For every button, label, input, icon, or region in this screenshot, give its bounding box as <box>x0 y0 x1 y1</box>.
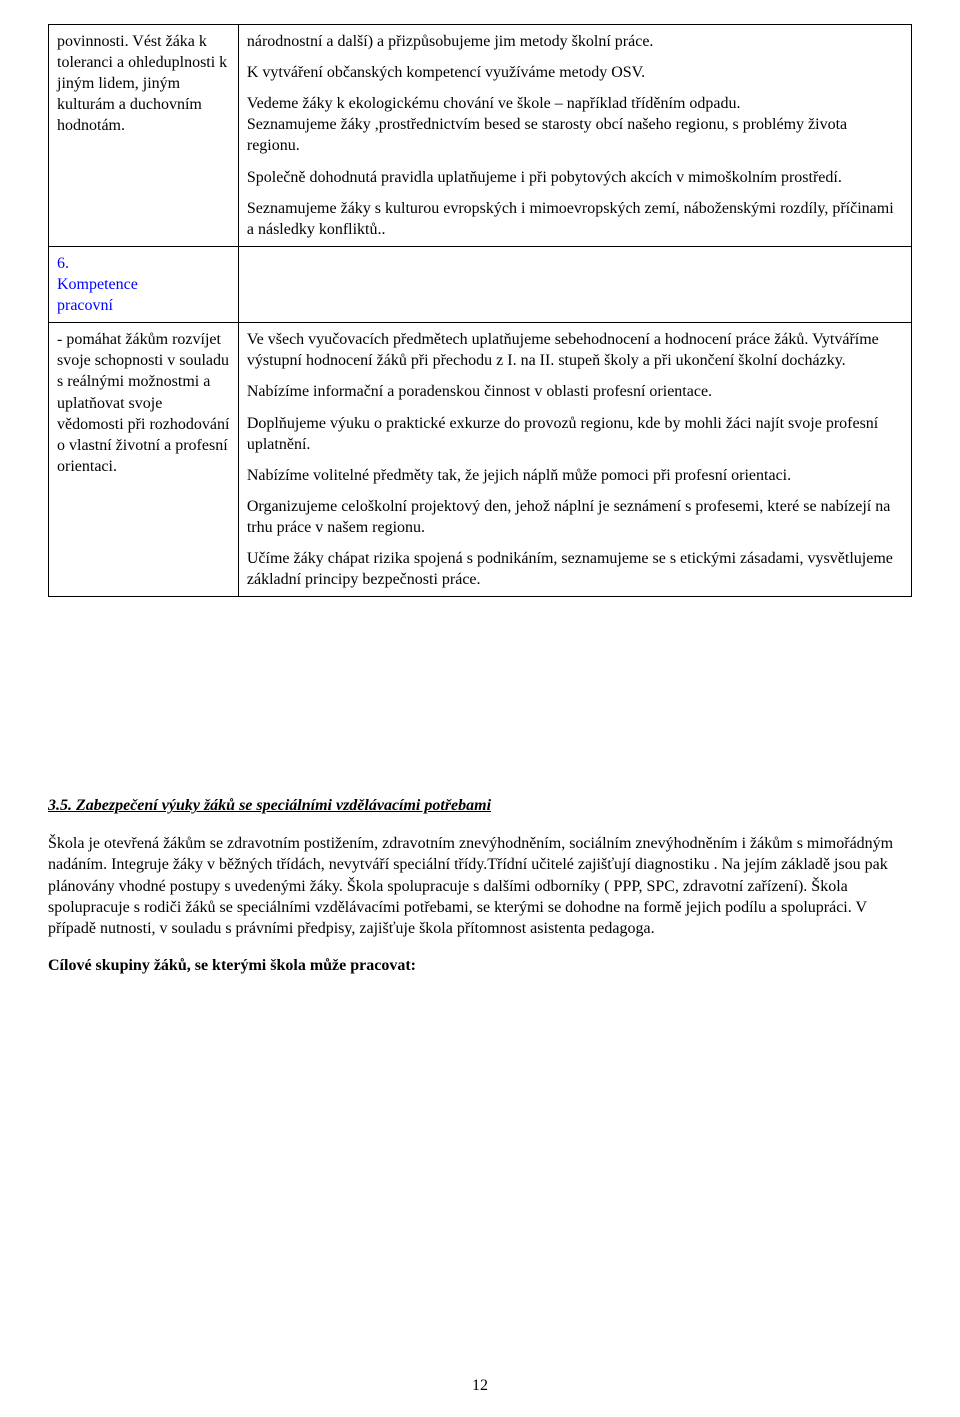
cell-right-1: národnostní a další) a přizpůsobujeme ji… <box>238 25 911 247</box>
body-paragraph: Škola je otevřená žákům se zdravotním po… <box>48 833 912 939</box>
cell-left-2b: - pomáhat žákům rozvíjet svoje schopnost… <box>49 323 239 597</box>
cell-right-2b: Ve všech vyučovacích předmětech uplatňuj… <box>238 323 911 597</box>
paragraph: Organizujeme celoškolní projektový den, … <box>247 496 903 538</box>
paragraph: národnostní a další) a přizpůsobujeme ji… <box>247 31 903 52</box>
paragraph: Seznamujeme žáky s kulturou evropských i… <box>247 198 903 240</box>
cell-right-2a <box>238 246 911 322</box>
paragraph: Vedeme žáky k ekologickému chování ve šk… <box>247 93 903 156</box>
document-page: povinnosti. Vést žáka k toleranci a ohle… <box>0 0 960 1417</box>
table-row: 6. Kompetence pracovní <box>49 246 912 322</box>
cell-left-1: povinnosti. Vést žáka k toleranci a ohle… <box>49 25 239 247</box>
competence-title: pracovní <box>57 297 113 314</box>
table-row: povinnosti. Vést žáka k toleranci a ohle… <box>49 25 912 247</box>
paragraph: Učíme žáky chápat rizika spojená s podni… <box>247 548 903 590</box>
paragraph: Doplňujeme výuku o praktické exkurze do … <box>247 413 903 455</box>
paragraph: Společně dohodnutá pravidla uplatňujeme … <box>247 167 903 188</box>
competence-table: povinnosti. Vést žáka k toleranci a ohle… <box>48 24 912 597</box>
section-heading-3-5: 3.5. Zabezpečení výuky žáků se speciální… <box>48 797 912 815</box>
left-col-text: - pomáhat žákům rozvíjet svoje schopnost… <box>57 329 230 477</box>
competence-title: Kompetence <box>57 276 138 293</box>
paragraph: Ve všech vyučovacích předmětech uplatňuj… <box>247 329 903 371</box>
paragraph: K vytváření občanských kompetencí využív… <box>247 62 903 83</box>
paragraph: Nabízíme informační a poradenskou činnos… <box>247 381 903 402</box>
left-col-text: povinnosti. Vést žáka k toleranci a ohle… <box>57 31 230 137</box>
cell-left-2a: 6. Kompetence pracovní <box>49 246 239 322</box>
subheading-cilove-skupiny: Cílové skupiny žáků, se kterými škola mů… <box>48 957 912 975</box>
table-row: - pomáhat žákům rozvíjet svoje schopnost… <box>49 323 912 597</box>
page-number: 12 <box>0 1377 960 1395</box>
competence-number: 6. <box>57 255 69 272</box>
paragraph: Nabízíme volitelné předměty tak, že jeji… <box>247 465 903 486</box>
